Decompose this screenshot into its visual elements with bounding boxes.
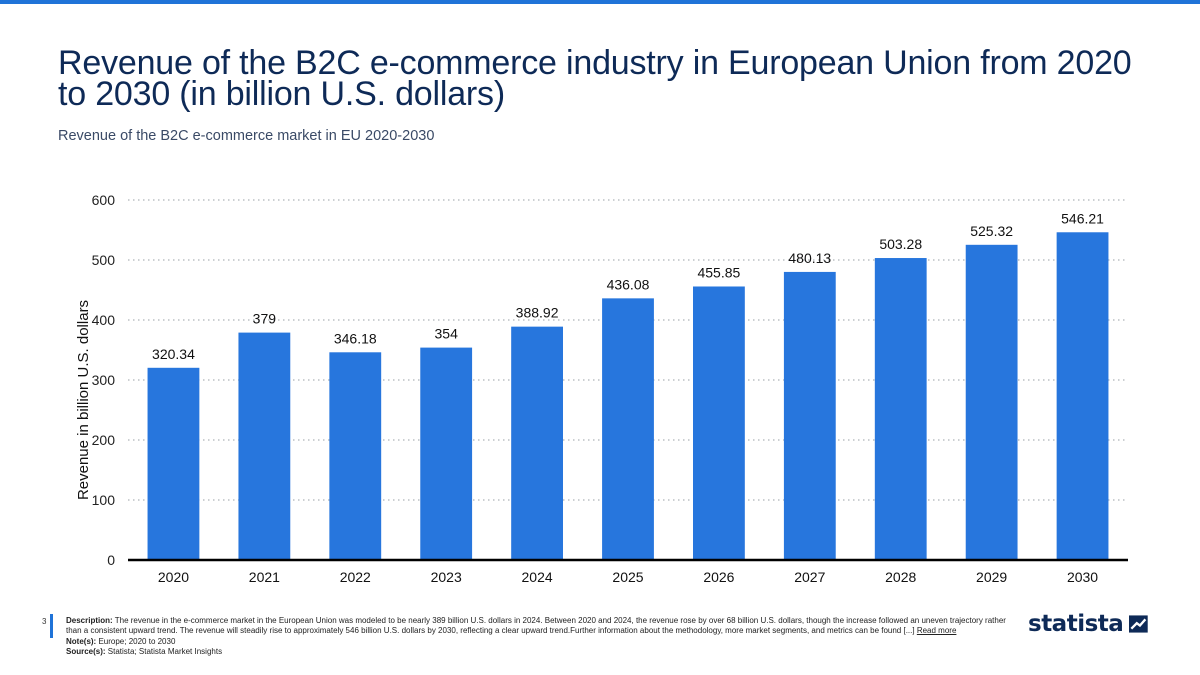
x-tick-label: 2029 [976, 569, 1007, 585]
data-label: 388.92 [516, 305, 559, 321]
description-text: The revenue in the e-commerce market in … [66, 616, 1006, 636]
x-tick-label: 2021 [249, 569, 280, 585]
x-tick-label: 2027 [794, 569, 825, 585]
y-tick-label: 0 [107, 552, 115, 568]
bar [1056, 232, 1109, 561]
y-tick-label: 600 [92, 192, 116, 208]
source-text: Statista; Statista Market Insights [107, 646, 223, 656]
x-tick-label: 2020 [158, 569, 189, 585]
footer-accent-bar [50, 614, 53, 638]
data-label: 436.08 [607, 276, 650, 292]
description-line: Description: The revenue in the e-commer… [66, 616, 1006, 637]
x-tick-label: 2022 [340, 569, 371, 585]
note-label: Note(s): [66, 636, 97, 646]
x-tick-label: 2026 [703, 569, 734, 585]
statista-mark-icon [1129, 615, 1148, 633]
data-label: 320.34 [152, 346, 195, 362]
chart-footer: Description: The revenue in the e-commer… [66, 616, 1006, 657]
source-line: Source(s): Statista; Statista Market Ins… [66, 647, 1006, 657]
bar [874, 258, 927, 560]
y-tick-label: 300 [92, 372, 116, 388]
data-label: 354 [435, 326, 459, 342]
bar [238, 332, 291, 560]
bar [329, 352, 382, 560]
top-accent-rule [0, 0, 1200, 4]
read-more-link[interactable]: Read more [916, 626, 957, 636]
statista-logo[interactable]: statista [1028, 608, 1148, 640]
y-tick-label: 500 [92, 252, 116, 268]
note-text: Europe; 2020 to 2030 [98, 636, 176, 646]
x-tick-label: 2024 [522, 569, 553, 585]
page-number: 3 [42, 617, 47, 626]
x-tick-label: 2028 [885, 569, 916, 585]
bar [693, 286, 745, 560]
y-tick-label: 200 [92, 432, 116, 448]
description-label: Description: [66, 616, 113, 625]
note-line: Note(s): Europe; 2020 to 2030 [66, 637, 1006, 647]
bar [147, 367, 200, 560]
logo-wordmark: statista [1028, 611, 1124, 637]
x-tick-label: 2023 [431, 569, 462, 585]
bar [602, 298, 654, 560]
data-label: 379 [253, 311, 277, 327]
chart-title: Revenue of the B2C e-commerce industry i… [58, 44, 1132, 113]
data-label: 503.28 [879, 236, 922, 252]
y-tick-label: 100 [92, 492, 116, 508]
y-axis-title: Revenue in billion U.S. dollars [75, 300, 92, 500]
bar [420, 347, 473, 560]
x-tick-label: 2030 [1067, 569, 1098, 585]
data-label: 455.85 [697, 264, 740, 280]
chart-subtitle: Revenue of the B2C e-commerce market in … [58, 128, 435, 144]
source-label: Source(s): [66, 646, 106, 656]
bar [965, 244, 1018, 561]
bar [511, 326, 563, 560]
data-label: 546.21 [1061, 210, 1104, 226]
y-tick-label: 400 [92, 312, 116, 328]
bar [783, 271, 836, 560]
data-label: 480.13 [788, 250, 831, 266]
data-label: 525.32 [970, 223, 1013, 239]
bar-chart: 0 100 200 300 400 500 600 Revenue in billion U.… [75, 192, 1128, 585]
data-label: 346.18 [334, 330, 377, 346]
x-tick-label: 2025 [612, 569, 643, 585]
